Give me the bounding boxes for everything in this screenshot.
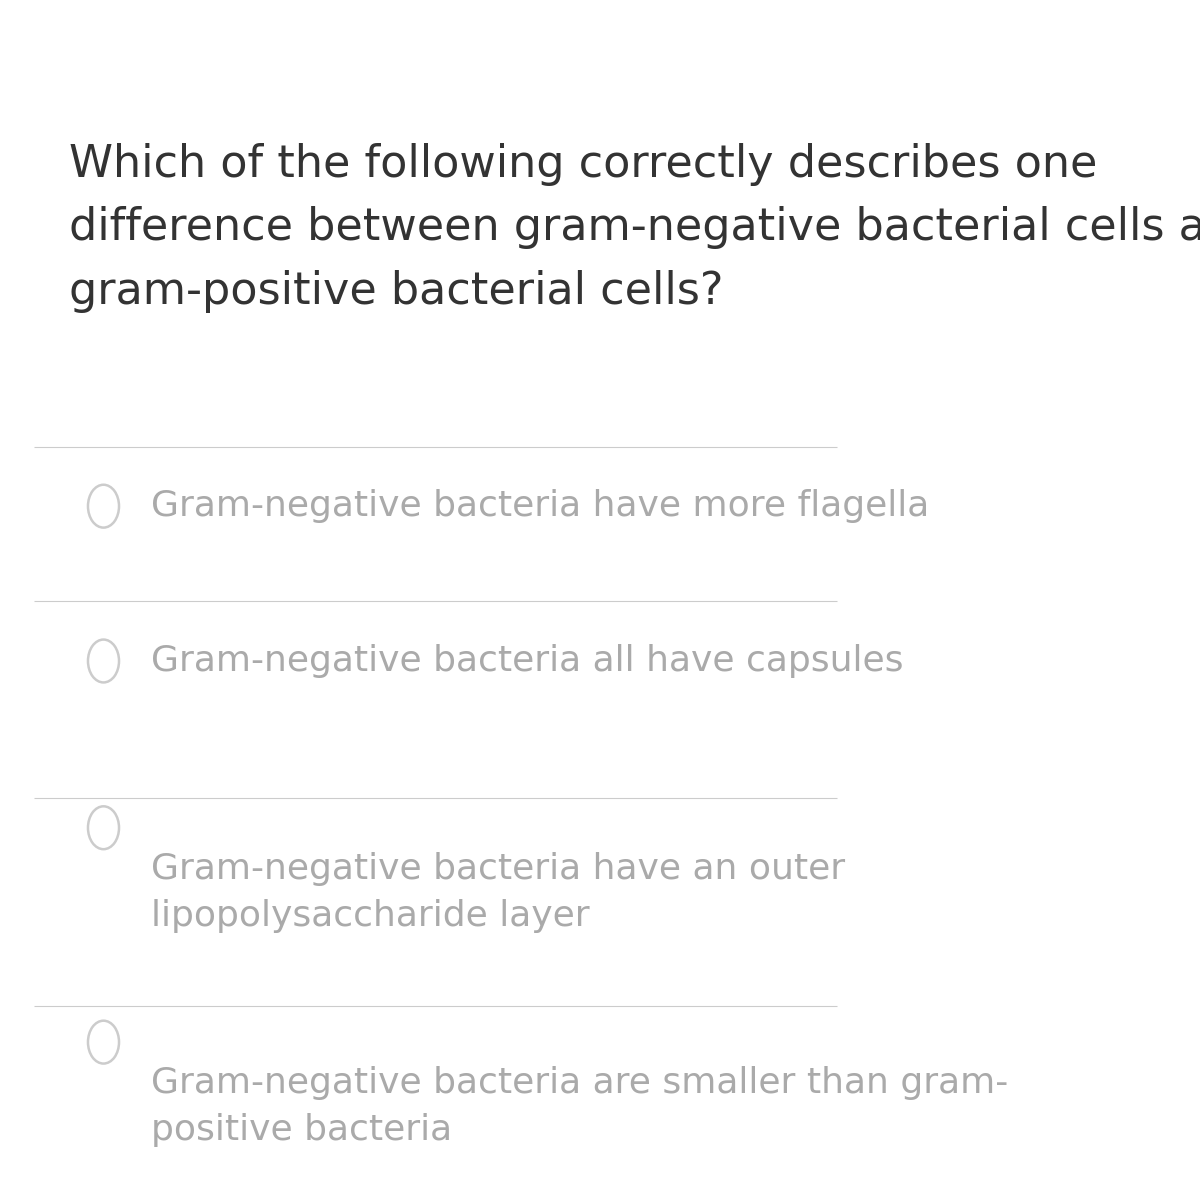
Text: Gram-negative bacteria have more flagella: Gram-negative bacteria have more flagell… [151, 490, 929, 523]
Text: Which of the following correctly describes one
difference between gram-negative : Which of the following correctly describ… [68, 143, 1200, 313]
Text: Gram-negative bacteria are smaller than gram-
positive bacteria: Gram-negative bacteria are smaller than … [151, 1066, 1008, 1147]
Text: Gram-negative bacteria all have capsules: Gram-negative bacteria all have capsules [151, 644, 904, 678]
Text: Gram-negative bacteria have an outer
lipopolysaccharide layer: Gram-negative bacteria have an outer lip… [151, 852, 845, 933]
